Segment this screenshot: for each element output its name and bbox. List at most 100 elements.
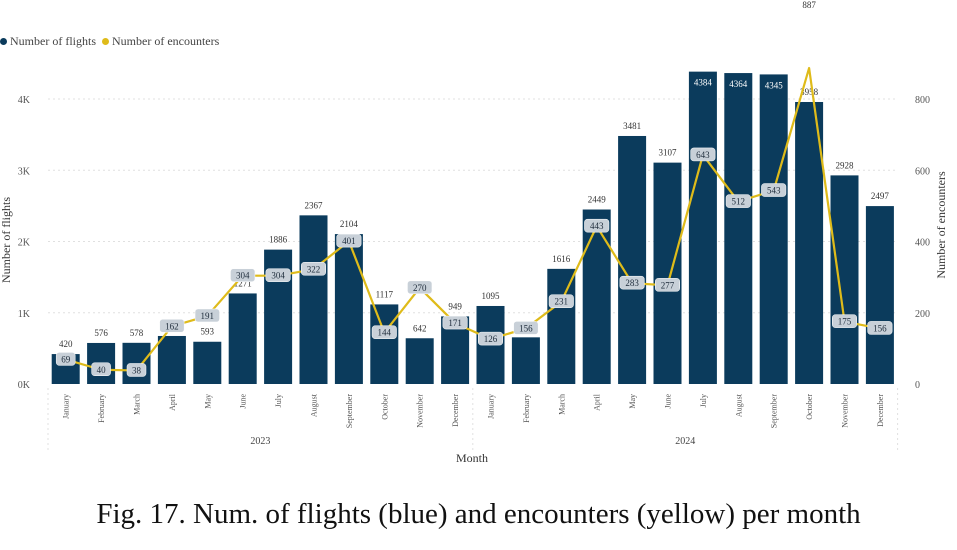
line-value-label: 231 [555, 297, 569, 307]
line-value-label: 162 [165, 321, 179, 331]
x-tick-label: October [380, 394, 389, 420]
bar-flights [653, 162, 682, 384]
y-tick-label: 3K [18, 166, 31, 177]
bar-value-label: 4364 [729, 79, 748, 89]
bar-value-label: 3958 [800, 87, 819, 97]
legend-label-flights: Number of flights [10, 34, 96, 48]
bar-value-label: 2367 [305, 200, 324, 210]
x-tick-label: December [876, 394, 885, 427]
group-label: 2023 [250, 436, 270, 447]
line-value-label: 277 [661, 280, 675, 290]
bar-value-label: 3107 [659, 148, 678, 158]
line-value-pill [91, 362, 111, 376]
line-value-pill [867, 321, 893, 335]
line-value-label: 175 [838, 317, 852, 327]
bar-flights [795, 101, 824, 385]
bar-flights [582, 209, 611, 384]
bar-flights [724, 73, 753, 384]
bar-flights [865, 206, 894, 384]
line-value-label: 543 [767, 186, 781, 196]
line-value-pill [265, 268, 291, 282]
x-tick-label: January [487, 394, 496, 419]
line-encounters [65, 66, 881, 372]
line-value-label: 69 [61, 354, 71, 364]
line-value-pill [584, 218, 610, 233]
x-tick-label: February [97, 394, 106, 423]
legend-label-encounters: Number of encounters [112, 34, 220, 48]
line-value-label: 643 [696, 150, 710, 160]
bar-value-label: 949 [448, 301, 462, 311]
bar-flights [547, 268, 576, 384]
line-value-pill [442, 315, 468, 330]
line-value-pill [690, 147, 716, 162]
x-axis-title: Month [456, 451, 488, 465]
line-value-pill [478, 331, 503, 346]
bar-value-label: 3481 [623, 121, 641, 131]
bar-flights [193, 341, 222, 384]
bar-flights [688, 71, 717, 384]
legend: Number of flights Number of encounters [0, 34, 219, 49]
x-tick-label: August [734, 393, 743, 417]
line-value-pill [230, 268, 256, 282]
x-tick-label: March [133, 394, 142, 415]
line-value-label: 270 [413, 283, 427, 293]
bar-value-label: 4345 [765, 80, 784, 90]
line-value-label: 283 [625, 278, 639, 288]
x-tick-label: December [451, 394, 460, 427]
legend-marker-flights [0, 38, 7, 45]
bar-value-label: 1271 [234, 278, 252, 288]
y2-tick-label: 600 [915, 166, 930, 177]
line-value-pill [832, 314, 857, 328]
x-tick-label: June [664, 394, 673, 409]
x-tick-label: September [345, 394, 354, 429]
y-tick-label: 2K [18, 238, 31, 249]
legend-marker-encounters [102, 38, 109, 45]
bar-value-label: 1616 [552, 254, 571, 264]
x-tick-label: March [557, 394, 566, 415]
line-value-pill [619, 275, 645, 290]
y-tick-label: 0K [18, 380, 31, 391]
line-value-pill [761, 183, 787, 197]
line-value-label: 38 [132, 365, 142, 375]
line-value-pill [513, 321, 539, 335]
line-value-label: 40 [97, 365, 107, 375]
y2-tick-label: 400 [915, 238, 930, 249]
x-tick-label: July [274, 394, 283, 407]
line-value-label: 191 [201, 311, 215, 321]
bar-value-label: 1886 [269, 235, 288, 245]
bar-flights [405, 338, 434, 384]
line-value-pill [126, 363, 147, 377]
bar-value-label: 420 [59, 339, 73, 349]
bar-value-label: 642 [413, 323, 427, 333]
y-tick-label: 1K [18, 309, 31, 320]
bar-value-label: 576 [94, 328, 108, 338]
legend-item-encounters[interactable]: Number of encounters [102, 34, 219, 49]
bar-flights [299, 215, 328, 384]
line-value-label: 887 [802, 0, 816, 10]
line-value-pill [655, 278, 680, 292]
bar-flights [228, 293, 257, 384]
line-value-label: 156 [873, 323, 887, 333]
x-tick-label: April [168, 393, 177, 411]
y2-tick-label: 800 [915, 95, 930, 106]
bar-value-label: 4384 [694, 78, 713, 88]
line-value-pill [159, 319, 185, 333]
line-value-label: 304 [236, 271, 250, 281]
x-tick-label: January [62, 394, 71, 419]
bar-flights [157, 335, 186, 384]
line-value-label: 401 [342, 236, 356, 246]
x-tick-label: May [203, 394, 212, 409]
x-tick-label: November [841, 394, 850, 428]
legend-item-flights[interactable]: Number of flights [0, 34, 96, 49]
x-tick-label: April [593, 393, 602, 411]
bar-value-label: 578 [130, 328, 144, 338]
bar-value-label: 2104 [340, 219, 359, 229]
line-value-pill [301, 262, 326, 276]
bar-value-label: 2928 [836, 160, 855, 170]
x-tick-label: September [770, 394, 779, 429]
y2-axis-title: Number of encounters [934, 171, 948, 279]
line-value-label: 443 [590, 221, 604, 231]
line-value-pill [407, 280, 433, 295]
x-tick-label: November [416, 394, 425, 428]
x-tick-label: June [239, 394, 248, 409]
